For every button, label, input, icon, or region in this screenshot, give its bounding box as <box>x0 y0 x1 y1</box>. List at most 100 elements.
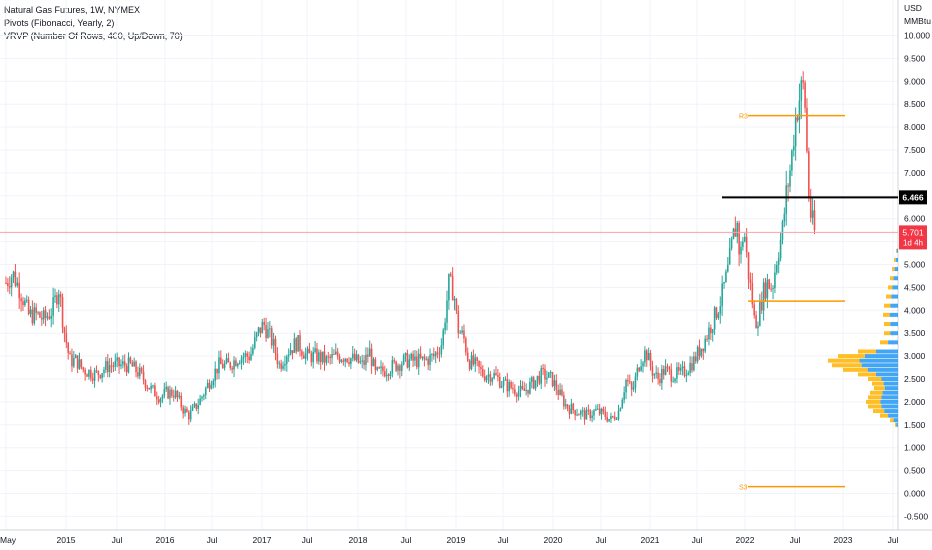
candle-body[interactable] <box>306 348 309 354</box>
candle-body[interactable] <box>755 315 757 329</box>
candle-body[interactable] <box>557 389 559 395</box>
candle-body[interactable] <box>106 361 109 373</box>
candle-body[interactable] <box>429 354 431 365</box>
candle-body[interactable] <box>502 380 505 386</box>
candle-body[interactable] <box>598 408 601 415</box>
candle-body[interactable] <box>453 298 456 301</box>
candle-body[interactable] <box>613 416 616 420</box>
candle-body[interactable] <box>589 410 592 418</box>
candle-body[interactable] <box>84 369 86 375</box>
candle-body[interactable] <box>740 246 742 255</box>
candle-body[interactable] <box>580 411 582 415</box>
candle-body[interactable] <box>338 356 341 362</box>
candle-body[interactable] <box>289 350 292 355</box>
candle-body[interactable] <box>395 361 397 371</box>
candle-body[interactable] <box>627 380 629 382</box>
candle-body[interactable] <box>542 368 544 370</box>
candle-body[interactable] <box>791 150 793 171</box>
candle-body[interactable] <box>649 352 652 367</box>
candle-body[interactable] <box>587 409 590 411</box>
candle-body[interactable] <box>314 348 316 352</box>
candle-body[interactable] <box>27 299 30 314</box>
candle-body[interactable] <box>806 107 808 152</box>
candle-body[interactable] <box>255 332 258 338</box>
candle-body[interactable] <box>253 337 256 348</box>
candle-body[interactable] <box>372 359 375 367</box>
candle-body[interactable] <box>267 329 269 338</box>
candle-body[interactable] <box>270 328 273 346</box>
candle-body[interactable] <box>312 351 314 363</box>
candle-body[interactable] <box>659 378 661 384</box>
candle-body[interactable] <box>685 374 688 376</box>
candle-body[interactable] <box>246 353 249 357</box>
candle-body[interactable] <box>93 370 96 381</box>
candle-body[interactable] <box>655 372 657 374</box>
candle-body[interactable] <box>612 416 614 418</box>
candle-body[interactable] <box>636 367 639 377</box>
candle-body[interactable] <box>478 360 480 367</box>
candle-body[interactable] <box>728 248 731 265</box>
candle-body[interactable] <box>811 210 814 218</box>
candle-body[interactable] <box>532 377 535 389</box>
candle-body[interactable] <box>749 279 752 283</box>
candle-body[interactable] <box>174 390 177 398</box>
candle-body[interactable] <box>280 363 282 369</box>
candle-body[interactable] <box>676 367 678 379</box>
candle-body[interactable] <box>340 360 343 362</box>
candle-body[interactable] <box>678 367 680 371</box>
candle-body[interactable] <box>90 369 92 379</box>
candle-body[interactable] <box>781 221 784 240</box>
candle-body[interactable] <box>725 271 727 283</box>
candle-body[interactable] <box>39 312 41 318</box>
candle-body[interactable] <box>123 361 126 367</box>
candle-body[interactable] <box>155 396 158 400</box>
candle-body[interactable] <box>500 385 503 388</box>
candle-body[interactable] <box>455 298 458 311</box>
candle-body[interactable] <box>549 372 552 374</box>
candle-body[interactable] <box>551 372 554 387</box>
candle-body[interactable] <box>583 410 586 420</box>
candle-body[interactable] <box>180 395 183 408</box>
candle-body[interactable] <box>561 389 563 396</box>
candle-body[interactable] <box>146 387 149 389</box>
candle-body[interactable] <box>131 362 134 367</box>
candle-body[interactable] <box>653 373 656 376</box>
candle-body[interactable] <box>57 294 60 305</box>
candle-body[interactable] <box>56 295 58 305</box>
candle-body[interactable] <box>67 342 69 353</box>
candle-body[interactable] <box>240 357 243 363</box>
candle-body[interactable] <box>127 357 130 373</box>
candle-body[interactable] <box>287 354 290 357</box>
candle-body[interactable] <box>201 396 203 399</box>
candle-body[interactable] <box>623 392 625 400</box>
candle-body[interactable] <box>783 213 786 222</box>
candle-body[interactable] <box>689 363 691 373</box>
candle-body[interactable] <box>74 355 77 359</box>
candle-body[interactable] <box>112 365 115 367</box>
candle-body[interactable] <box>189 410 192 420</box>
candle-body[interactable] <box>210 385 213 389</box>
candle-body[interactable] <box>476 357 478 361</box>
candle-body[interactable] <box>344 358 347 362</box>
candle-body[interactable] <box>489 374 492 382</box>
candle-body[interactable] <box>176 390 179 398</box>
candle-body[interactable] <box>282 365 284 369</box>
candle-body[interactable] <box>18 282 20 299</box>
candle-body[interactable] <box>757 325 759 329</box>
candle-body[interactable] <box>774 272 776 289</box>
candle-body[interactable] <box>402 355 405 365</box>
candle-body[interactable] <box>576 414 578 416</box>
candle-body[interactable] <box>46 316 49 318</box>
candle-body[interactable] <box>7 283 9 287</box>
candle-body[interactable] <box>91 378 94 381</box>
candle-body[interactable] <box>259 327 262 334</box>
candle-body[interactable] <box>794 117 797 147</box>
candle-body[interactable] <box>417 353 420 368</box>
candle-body[interactable] <box>129 357 132 363</box>
candle-body[interactable] <box>408 359 411 368</box>
candle-body[interactable] <box>619 408 622 411</box>
candle-body[interactable] <box>248 356 250 361</box>
candle-body[interactable] <box>789 170 791 187</box>
candle-body[interactable] <box>78 359 81 369</box>
candle-body[interactable] <box>772 288 774 290</box>
